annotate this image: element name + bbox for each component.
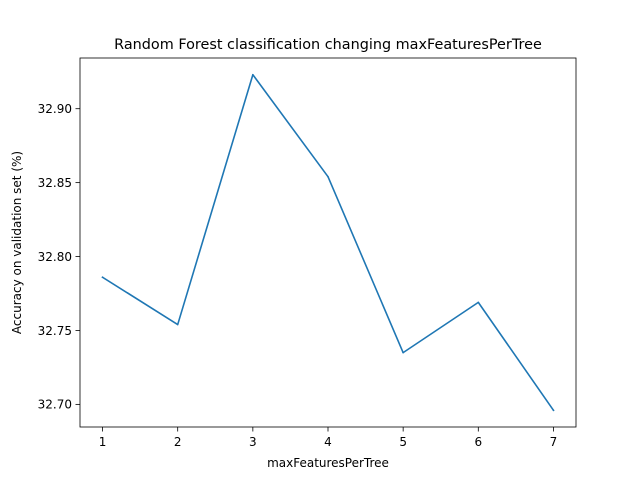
data-point <box>552 409 555 412</box>
data-point <box>402 351 404 354</box>
y-tick-label: 32.85 <box>38 176 72 190</box>
data-point <box>252 73 254 76</box>
x-axis-label: maxFeaturesPerTree <box>267 456 389 470</box>
plot-frame <box>79 57 577 428</box>
chart-title: Random Forest classification changing ma… <box>114 37 542 53</box>
x-tick-label: 6 <box>474 435 482 449</box>
data-point <box>101 276 104 279</box>
y-tick-label: 32.80 <box>38 250 72 264</box>
plot-area <box>80 58 576 427</box>
y-axis-label: Accuracy on validation set (%) <box>10 151 24 334</box>
y-tick-label: 32.75 <box>38 324 72 338</box>
x-tick-label: 1 <box>99 435 107 449</box>
y-tick-label: 32.90 <box>38 102 72 116</box>
x-tick-label: 4 <box>324 435 332 449</box>
y-tick-label: 32.70 <box>38 398 72 412</box>
data-point <box>477 301 480 304</box>
x-tick-label: 2 <box>174 435 182 449</box>
x-tick-label: 3 <box>249 435 257 449</box>
data-point <box>327 175 329 178</box>
data-point <box>176 323 179 326</box>
x-tick-label: 7 <box>550 435 558 449</box>
x-tick-label: 5 <box>399 435 407 449</box>
